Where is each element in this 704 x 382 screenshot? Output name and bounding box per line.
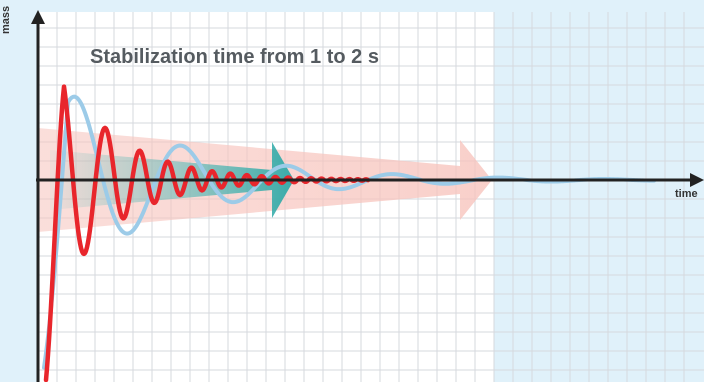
diagram-title: Stabilization time from 1 to 2 s	[90, 46, 379, 68]
slow-response-curve	[42, 94, 656, 370]
x-axis-label: time	[675, 188, 698, 200]
y-axis-arrowhead	[31, 10, 45, 24]
x-axis-arrowhead	[690, 173, 704, 187]
y-axis-label: mass	[0, 5, 12, 34]
